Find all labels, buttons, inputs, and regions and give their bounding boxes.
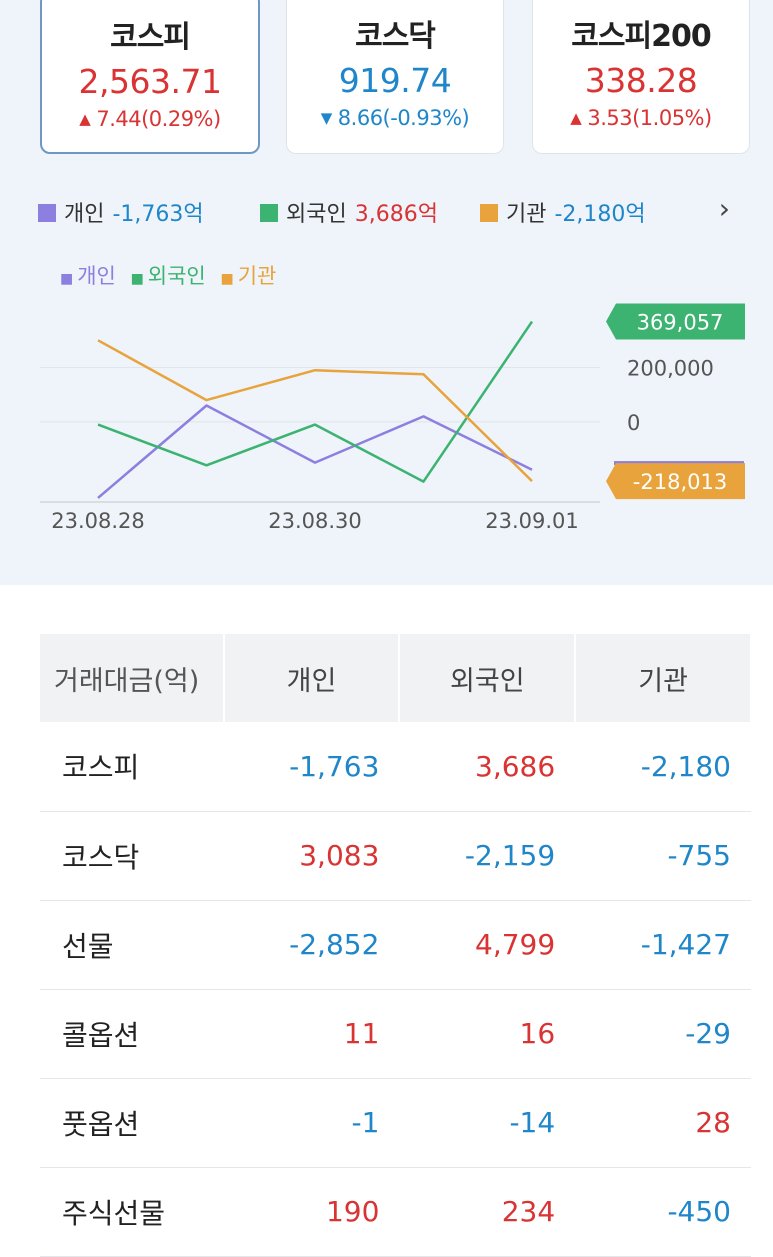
- summary-value: -1,763억: [112, 202, 204, 227]
- index-change: ▼ 8.66(-0.93%): [320, 106, 470, 130]
- index-card-kospi200[interactable]: 코스피200 338.28 ▲ 3.53(1.05%): [532, 0, 750, 154]
- table-cell: 3,083: [223, 811, 400, 901]
- table-cell: -29: [575, 989, 751, 1079]
- table-cell: -2,159: [399, 811, 576, 901]
- index-name: 코스피200: [571, 19, 711, 54]
- summary-value: 3,686억: [354, 202, 438, 227]
- index-value: 338.28: [584, 61, 698, 100]
- x-tick-label: 23.08.28: [51, 509, 145, 533]
- individual-color-swatch: [38, 204, 56, 222]
- table-cell: 11: [223, 989, 400, 1079]
- column-header: 외국인: [399, 634, 577, 722]
- series-line-0: [97, 404, 533, 499]
- table-row: 풋옵션 -1 -14 28: [40, 1078, 751, 1168]
- institution-color-swatch: [480, 204, 498, 222]
- summary-foreign: 외국인 3,686억: [260, 196, 438, 228]
- summary-individual: 개인 -1,763억: [38, 196, 204, 228]
- investor-trend-chart: 200,000 0 23.08.28 23.08.30 23.09.01 369,057 -…: [40, 303, 745, 533]
- legend-individual: ■ 개인: [60, 264, 116, 288]
- y-tick-label: 200,000: [627, 356, 714, 380]
- table-cell: 28: [575, 1078, 751, 1168]
- x-tick-label: 23.08.30: [268, 509, 362, 533]
- table-cell: -1,427: [575, 900, 751, 990]
- table-cell: 3,686: [399, 722, 576, 812]
- end-value-label: -218,013: [633, 470, 727, 494]
- row-label: 코스피: [40, 722, 224, 812]
- foreign-color-swatch: [260, 204, 278, 222]
- down-arrow-icon: ▼: [320, 109, 333, 127]
- index-change: ▲ 7.44(0.29%): [79, 107, 221, 131]
- chart-legend: ■ 개인 ■ 외국인 ■ 기관: [60, 260, 284, 290]
- index-change: ▲ 3.53(1.05%): [570, 106, 712, 130]
- summary-institution: 기관 -2,180억: [480, 196, 646, 228]
- index-value: 2,563.71: [78, 62, 222, 101]
- column-header: 개인: [223, 634, 401, 722]
- up-arrow-icon: ▲: [570, 109, 582, 127]
- table-cell: -1: [223, 1078, 400, 1168]
- y-tick-label: 0: [627, 411, 640, 435]
- row-label: 주식선물: [40, 1167, 224, 1257]
- table-cell: -2,180: [575, 722, 751, 812]
- column-header: 기관: [575, 634, 752, 722]
- table-cell: 16: [399, 989, 576, 1079]
- row-label: 풋옵션: [40, 1078, 224, 1168]
- summary-value: -2,180억: [554, 202, 646, 227]
- index-name: 코스피: [110, 20, 191, 55]
- end-value-flag: [606, 303, 745, 340]
- x-tick-label: 23.09.01: [485, 509, 579, 533]
- index-card-kospi[interactable]: 코스피 2,563.71 ▲ 7.44(0.29%): [40, 0, 260, 154]
- series-line-1: [97, 320, 534, 483]
- table-row: 코스피 -1,763 3,686 -2,180: [40, 722, 751, 812]
- market-panel: 코스피 2,563.71 ▲ 7.44(0.29%) 코스닥 919.74 ▼ 8.…: [0, 0, 773, 585]
- table-cell: -2,852: [223, 900, 400, 990]
- table-cell: 234: [399, 1167, 576, 1257]
- table-cell: 190: [223, 1167, 400, 1257]
- end-value-label: 369,057: [637, 311, 724, 335]
- investor-summary[interactable]: 개인 -1,763억 외국인 3,686억 기관 -2,180억 ›: [38, 192, 738, 228]
- table-row: 콜옵션 11 16 -29: [40, 989, 751, 1079]
- chevron-right-icon[interactable]: ›: [718, 192, 730, 225]
- table-cell: -1,763: [223, 722, 400, 812]
- table-cell: -14: [399, 1078, 576, 1168]
- row-label: 선물: [40, 900, 224, 990]
- index-name: 코스닥: [355, 19, 436, 54]
- legend-institution: ■ 기관: [220, 264, 277, 288]
- table-cell: -755: [575, 811, 751, 901]
- table-header-row: 거래대금(억) 개인 외국인 기관: [40, 634, 752, 722]
- index-card-kosdaq[interactable]: 코스닥 919.74 ▼ 8.66(-0.93%): [286, 0, 504, 154]
- table-row: 선물 -2,852 4,799 -1,427: [40, 900, 751, 990]
- trading-value-table: 거래대금(억) 개인 외국인 기관 코스피 -1,763 3,686 -2,180 코스…: [40, 634, 752, 1257]
- row-label: 콜옵션: [40, 989, 224, 1079]
- index-value: 919.74: [338, 61, 452, 100]
- table-cell: -450: [575, 1167, 751, 1257]
- up-arrow-icon: ▲: [79, 110, 91, 128]
- end-value-flag: [606, 463, 745, 500]
- row-label: 코스닥: [40, 811, 224, 901]
- column-header: 거래대금(억): [40, 634, 225, 722]
- table-row: 주식선물 190 234 -450: [40, 1167, 751, 1257]
- legend-foreign: ■ 외국인: [130, 264, 206, 288]
- series-line-2: [97, 339, 533, 482]
- table-cell: 4,799: [399, 900, 576, 990]
- table-row: 코스닥 3,083 -2,159 -755: [40, 811, 751, 901]
